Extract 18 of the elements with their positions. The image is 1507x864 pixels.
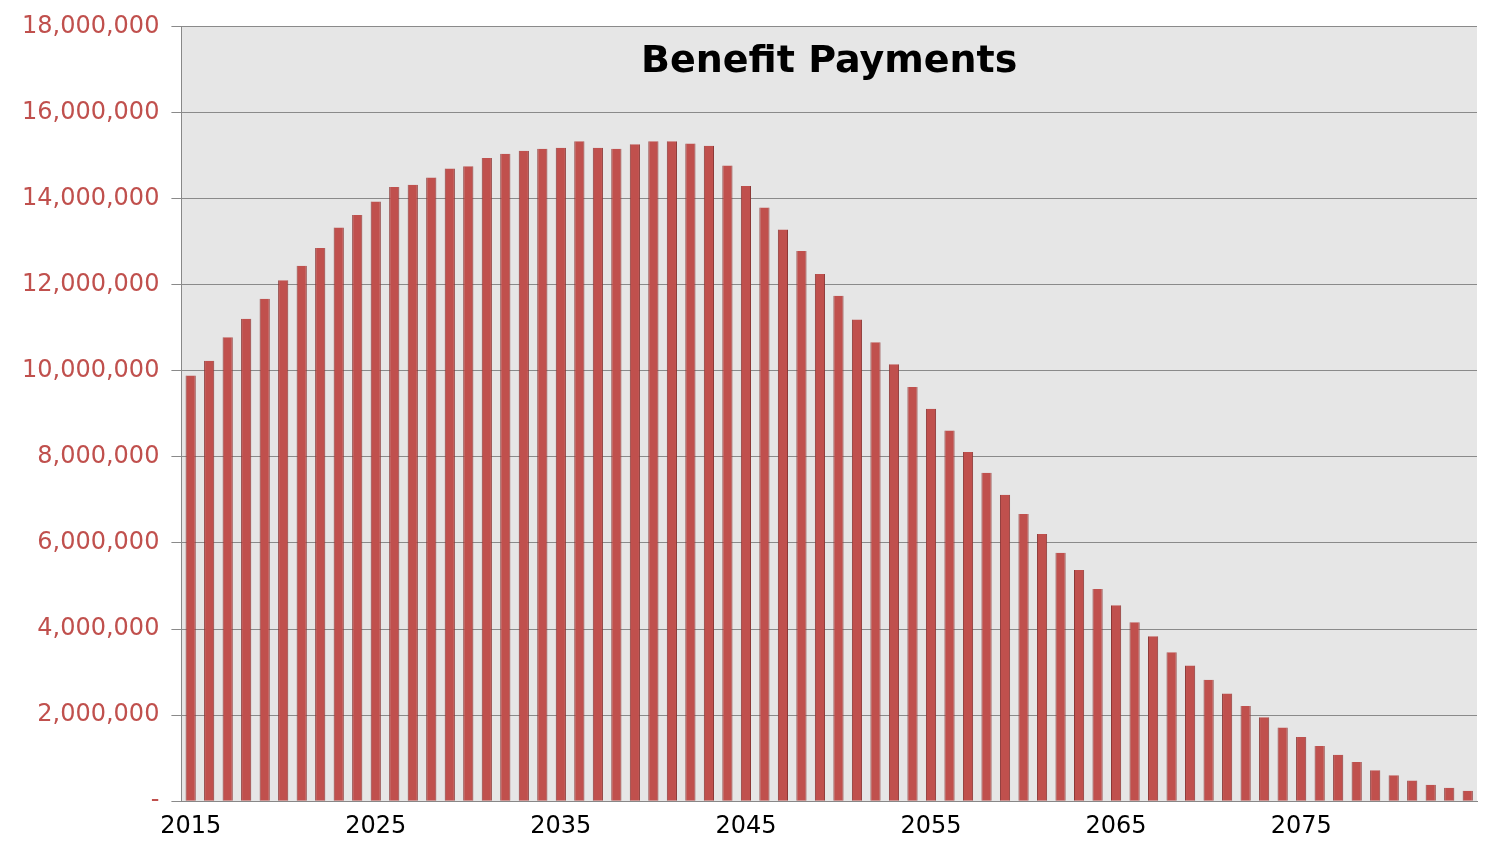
y-tick-label: 12,000,000 [21,268,160,297]
y-tick-label: 10,000,000 [21,354,160,383]
y-tick-label: 8,000,000 [37,441,160,470]
y-tick-label: - [150,785,160,814]
x-tick-label: 2035 [530,810,592,839]
x-tick-label: 2065 [1085,810,1147,839]
y-tick-label: 4,000,000 [37,613,160,642]
y-tick-label: 18,000,000 [21,10,160,39]
x-tick-label: 2015 [160,810,222,839]
x-tick-label: 2025 [345,810,407,839]
y-tick-label: 14,000,000 [21,182,160,211]
y-tick-label: 16,000,000 [21,96,160,125]
y-tick-label: 6,000,000 [37,527,160,556]
x-tick-label: 2045 [715,810,777,839]
x-tick-label: 2075 [1270,810,1332,839]
x-tick-label: 2055 [900,810,962,839]
y-tick-label: 2,000,000 [37,699,160,728]
chart-title: Benefit Payments [641,37,1018,82]
